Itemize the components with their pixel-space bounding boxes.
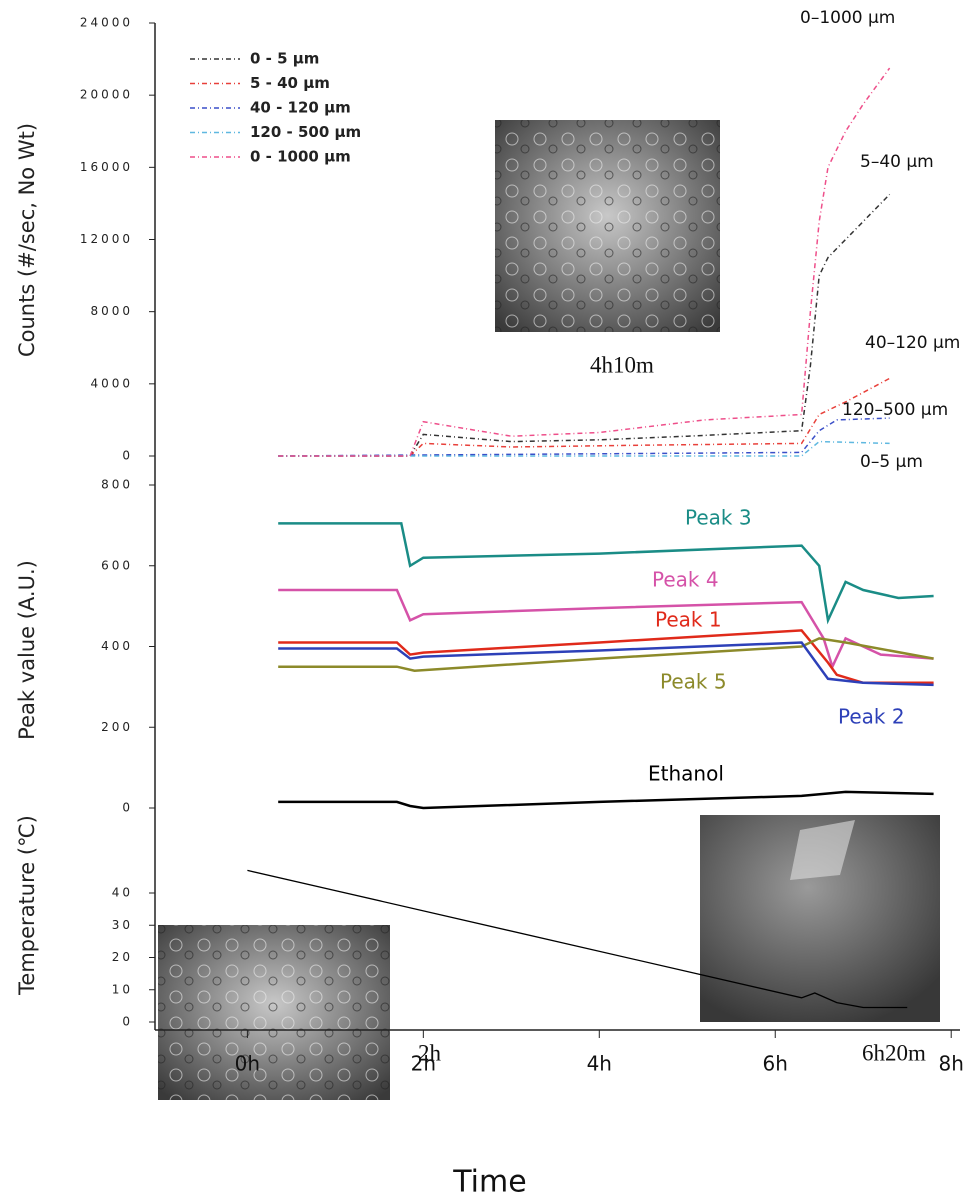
- y-tick-label: 12000: [80, 232, 133, 246]
- y-tick-label: 8000: [90, 304, 133, 318]
- series-label: Ethanol: [648, 762, 724, 786]
- y-axis-label: Peak value (A.U.): [15, 560, 39, 740]
- x-axis-label: Time: [452, 1165, 526, 1200]
- annotation: 0–1000 µm: [800, 8, 895, 28]
- annotation: 2h: [418, 1040, 442, 1065]
- series-line: [278, 440, 890, 457]
- y-tick-label: 24000: [80, 16, 133, 30]
- x-tick-label: 0h: [235, 1052, 260, 1076]
- series-label: Peak 4: [652, 568, 719, 592]
- photo-4h10m: [495, 120, 720, 332]
- series-line: [278, 193, 891, 457]
- series-label: Peak 5: [660, 670, 727, 694]
- series-line: [278, 522, 934, 625]
- x-tick-label: 8h: [938, 1052, 963, 1076]
- series-line: [278, 790, 934, 810]
- photo-6h20m: [700, 815, 940, 1022]
- x-tick-label: 2h: [411, 1052, 436, 1076]
- y-tick-label: 0: [122, 449, 133, 463]
- y-tick-label: 200: [101, 720, 133, 734]
- series-line: [278, 67, 891, 457]
- annotation: 40–120 µm: [865, 333, 960, 353]
- annotation: 0–5 µm: [860, 452, 923, 472]
- y-tick-label: 4000: [90, 376, 133, 390]
- series-line: [278, 417, 890, 457]
- y-tick-label: 800: [101, 478, 133, 492]
- photo-2h: [158, 925, 390, 1100]
- series-line: [278, 641, 934, 687]
- y-tick-label: 400: [101, 639, 133, 653]
- series-label: Peak 1: [655, 608, 722, 632]
- legend-label: 120 - 500 µm: [250, 123, 361, 141]
- y-tick-label: 0: [122, 1015, 133, 1029]
- legend-label: 5 - 40 µm: [250, 74, 330, 92]
- annotation: 120–500 µm: [842, 400, 948, 420]
- y-tick-label: 20000: [80, 88, 133, 102]
- y-tick-label: 30: [112, 918, 133, 932]
- legend-label: 0 - 5 µm: [250, 50, 319, 68]
- y-axis-label: Temperature (℃): [15, 815, 39, 996]
- series-label: Peak 3: [685, 506, 752, 530]
- annotation: 5–40 µm: [860, 152, 934, 172]
- series-line: [278, 637, 934, 672]
- legend-label: 0 - 1000 µm: [250, 148, 351, 166]
- series-line: [247, 869, 908, 1009]
- x-tick-label: 6h: [763, 1052, 788, 1076]
- series-label: Peak 2: [838, 705, 905, 729]
- y-tick-label: 600: [101, 558, 133, 572]
- y-tick-label: 40: [112, 886, 133, 900]
- y-tick-label: 16000: [80, 160, 133, 174]
- annotation: 4h10m: [590, 352, 654, 377]
- y-tick-label: 0: [122, 801, 133, 815]
- annotation: 6h20m: [862, 1040, 926, 1065]
- y-tick-label: 10: [112, 982, 133, 996]
- series-line: [278, 377, 890, 457]
- series-line: [278, 629, 934, 685]
- y-axis-label: Counts (#/sec, No Wt): [15, 123, 39, 357]
- legend-label: 40 - 120 µm: [250, 99, 351, 117]
- x-tick-label: 4h: [587, 1052, 612, 1076]
- y-tick-label: 20: [112, 950, 133, 964]
